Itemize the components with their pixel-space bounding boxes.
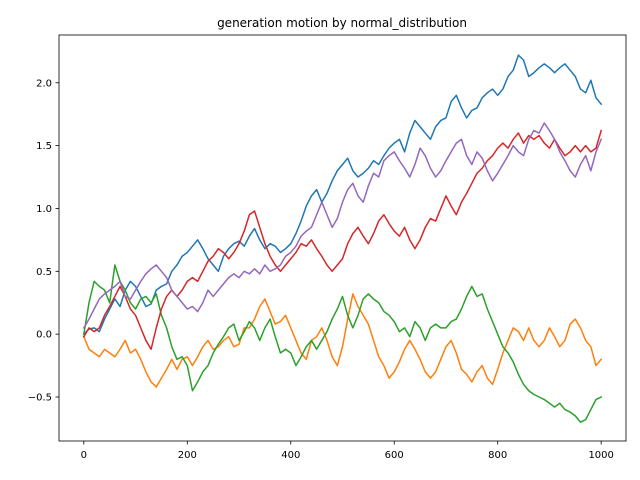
x-tick-label: 600 [385, 450, 404, 461]
axes-frame [58, 34, 627, 442]
series-line-3 [82, 264, 603, 423]
x-tick-label: 400 [281, 450, 300, 461]
series-layer [82, 54, 603, 423]
series-line-1 [82, 54, 603, 336]
y-tick-label: 2.0 [36, 78, 52, 89]
series-line-5 [82, 122, 603, 329]
x-tick-label: 200 [178, 450, 197, 461]
y-tick-label: 0.5 [36, 267, 52, 278]
x-tick-label: 800 [488, 450, 507, 461]
y-tick-label: 1.5 [36, 141, 52, 152]
y-tick-label: 0.0 [36, 330, 52, 341]
x-tick-label: 0 [81, 450, 87, 461]
axes-layer: 0 200 400 600 800 1000 −0.5 0.0 0.5 1.0 1.5 2.0 [28, 34, 627, 461]
chart-title: generation motion by normal_distribution [217, 16, 467, 30]
y-tick-label: 1.0 [36, 204, 52, 215]
y-tick-label: −0.5 [28, 393, 52, 404]
series-line-2 [82, 293, 603, 388]
series-line-4 [82, 129, 603, 350]
x-tick-label: 1000 [588, 450, 613, 461]
